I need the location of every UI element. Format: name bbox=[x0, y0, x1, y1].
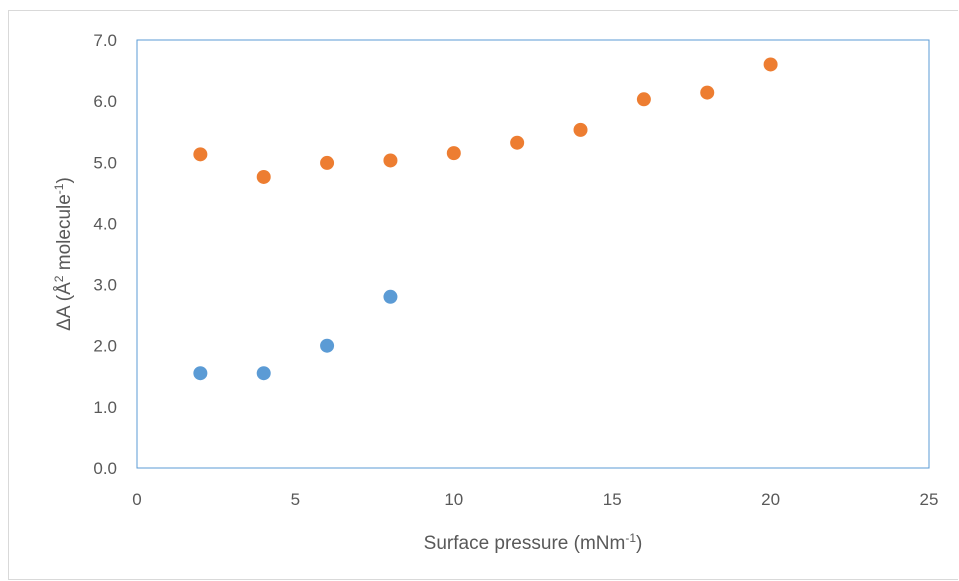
y-axis-title-mid: molecule bbox=[54, 194, 75, 275]
y-axis-title-sup2: -1 bbox=[52, 183, 66, 194]
scatter-point-series-2 bbox=[510, 135, 525, 150]
scatter-point-series-2 bbox=[636, 92, 651, 107]
y-axis-title-sup1: 2 bbox=[52, 275, 66, 282]
plot-area bbox=[136, 39, 930, 469]
scatter-point-series-2 bbox=[763, 57, 778, 72]
y-tick-label: 4.0 bbox=[93, 214, 117, 233]
y-tick-label: 3.0 bbox=[93, 276, 117, 295]
y-tick-label: 2.0 bbox=[93, 337, 117, 356]
scatter-point-series-2 bbox=[446, 146, 461, 161]
scatter-point-series-1 bbox=[383, 289, 398, 304]
x-tick-label: 25 bbox=[920, 490, 939, 509]
scatter-point-series-2 bbox=[320, 155, 335, 170]
y-axis-title-main: ΔA (Å bbox=[54, 282, 75, 331]
x-axis-title-main: Surface pressure (mNm bbox=[424, 533, 626, 554]
x-tick-label: 0 bbox=[132, 490, 141, 509]
scatter-point-series-2 bbox=[193, 147, 208, 162]
x-tick-label: 15 bbox=[603, 490, 622, 509]
x-axis-title-sup: -1 bbox=[625, 531, 636, 545]
y-tick-label: 6.0 bbox=[93, 92, 117, 111]
scatter-point-series-1 bbox=[193, 366, 208, 381]
y-axis-title: ΔA (Å2 molecule-1) bbox=[52, 177, 75, 331]
x-tick-label: 20 bbox=[761, 490, 780, 509]
data-points bbox=[193, 57, 778, 381]
y-tick-label: 7.0 bbox=[93, 31, 117, 50]
scatter-point-series-1 bbox=[320, 338, 335, 353]
x-axis-title-tail: ) bbox=[636, 533, 642, 554]
x-axis-title: Surface pressure (mNm-1) bbox=[424, 531, 643, 554]
y-tick-label: 1.0 bbox=[93, 398, 117, 417]
x-tick-label: 10 bbox=[444, 490, 463, 509]
x-axis-ticks: 0 5 10 15 20 25 bbox=[132, 490, 938, 509]
y-axis-title-tail: ) bbox=[54, 177, 75, 183]
scatter-point-series-2 bbox=[383, 153, 398, 168]
scatter-point-series-2 bbox=[700, 85, 715, 100]
y-axis-ticks: 0.0 1.0 2.0 3.0 4.0 5.0 6.0 7.0 bbox=[93, 31, 117, 478]
scatter-point-series-1 bbox=[256, 366, 271, 381]
y-tick-label: 5.0 bbox=[93, 153, 117, 172]
scatter-point-series-2 bbox=[573, 122, 588, 137]
chart-area bbox=[8, 10, 958, 580]
x-tick-label: 5 bbox=[291, 490, 300, 509]
y-tick-label: 0.0 bbox=[93, 459, 117, 478]
scatter-point-series-2 bbox=[256, 169, 271, 184]
